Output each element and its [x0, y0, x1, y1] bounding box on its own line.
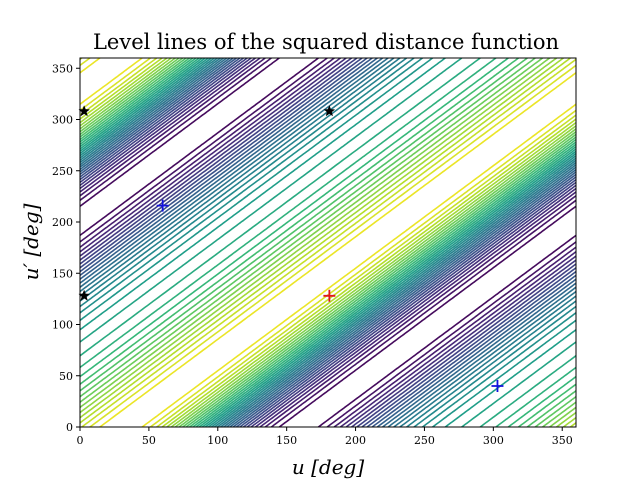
chart-title: Level lines of the squared distance func…: [93, 30, 559, 54]
contour-level: [80, 58, 576, 427]
contour-level: [80, 58, 576, 427]
y-tick-label: 350: [52, 62, 73, 75]
x-tick-label: 0: [77, 434, 84, 447]
y-tick-label: 50: [59, 370, 73, 383]
x-axis-ticks: 0 50 100 150 200 250 300 350: [77, 427, 573, 447]
contour-level: [80, 58, 576, 427]
contour-level: [80, 58, 576, 427]
y-tick-label: 200: [52, 216, 73, 229]
x-tick-label: 200: [345, 434, 366, 447]
y-axis-ticks: 0 50 100 150 200 250 300 350: [52, 62, 80, 434]
x-axis-label: u [deg]: [292, 455, 364, 479]
y-tick-label: 250: [52, 165, 73, 178]
y-tick-label: 100: [52, 319, 73, 332]
y-tick-label: 300: [52, 114, 73, 127]
plus-marker: [491, 380, 504, 392]
contour-level: [80, 58, 576, 427]
contour-level: [80, 58, 576, 427]
x-tick-label: 300: [483, 434, 504, 447]
contour-level: [80, 58, 576, 427]
contour-level: [80, 58, 576, 427]
star-marker: [323, 105, 336, 117]
contour-level: [80, 58, 576, 427]
contour-level: [80, 58, 576, 427]
contour-level: [80, 58, 576, 427]
x-tick-label: 350: [552, 434, 573, 447]
contour-level: [80, 58, 576, 427]
contour-level: [80, 58, 576, 427]
x-tick-label: 50: [142, 434, 156, 447]
contour-level: [80, 58, 576, 427]
y-tick-label: 150: [52, 267, 73, 280]
contour-level: [80, 58, 576, 427]
x-tick-label: 100: [207, 434, 228, 447]
contour-level: [80, 58, 576, 427]
contour-level: [80, 58, 576, 427]
plus-marker: [156, 199, 169, 212]
contour-level: [80, 58, 576, 427]
contour-lines: [80, 58, 576, 427]
plus-marker: [323, 289, 336, 302]
contour-level: [80, 58, 576, 427]
contour-level: [80, 58, 576, 427]
contour-level: [80, 58, 576, 427]
plot-frame: [79, 57, 577, 428]
y-axis-label: u′ [deg]: [19, 203, 43, 280]
contour-level: [80, 58, 576, 427]
x-tick-label: 150: [276, 434, 297, 447]
x-tick-label: 250: [414, 434, 435, 447]
contour-level: [80, 58, 576, 427]
contour-level: [80, 58, 576, 427]
y-tick-label: 0: [66, 421, 73, 434]
contour-level: [80, 58, 576, 427]
